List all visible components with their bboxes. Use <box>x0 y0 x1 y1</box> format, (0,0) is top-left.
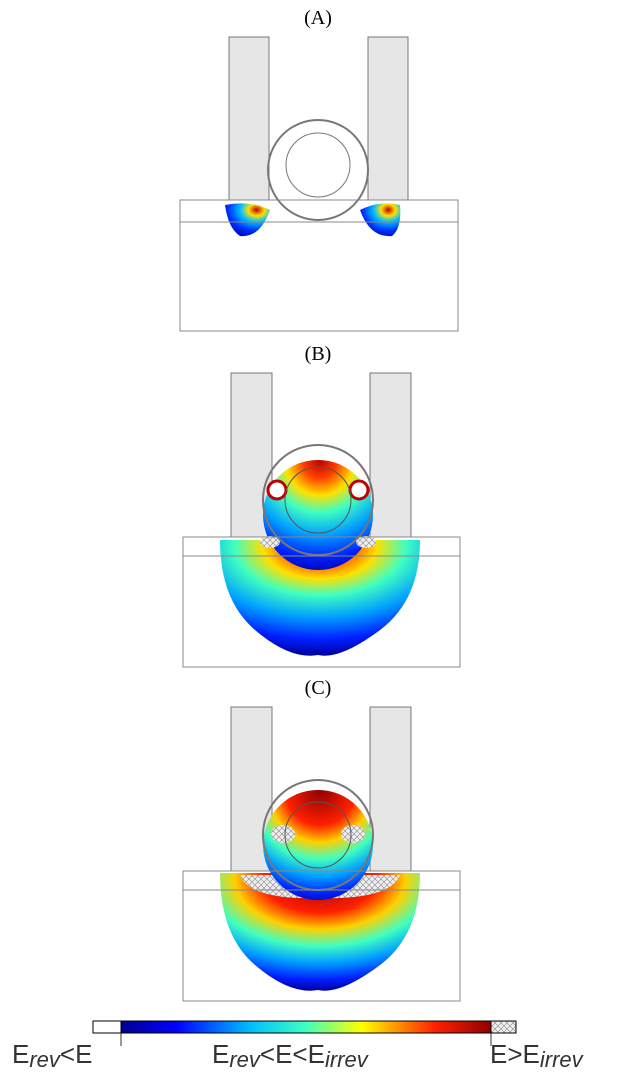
legend-label: E>Eirrev <box>490 1039 585 1072</box>
figure: (A) (B) (C) <box>0 0 631 1073</box>
legend-text-part: E <box>212 1039 229 1069</box>
panel-c: (C) <box>183 677 460 1001</box>
panel-a: (A) <box>180 7 458 331</box>
legend-text-part: rev <box>229 1047 262 1072</box>
panel-b: (B) <box>183 343 460 667</box>
panel-label: (C) <box>305 677 332 699</box>
legend-text-part: <E <box>60 1039 93 1069</box>
legend-text-part: rev <box>29 1047 62 1072</box>
legend-text-part: E <box>12 1039 29 1069</box>
panel-label: (A) <box>304 7 332 29</box>
legend-text-part: E>E <box>490 1039 540 1069</box>
legend-label: Erev<E<Eirrev <box>212 1039 370 1072</box>
legend-text-part: <E<E <box>260 1039 325 1069</box>
legend-text-part: irrev <box>325 1047 370 1072</box>
legend-label: Erev<E <box>12 1039 92 1072</box>
panel-label: (B) <box>305 343 332 365</box>
legend-text-part: irrev <box>540 1047 585 1072</box>
